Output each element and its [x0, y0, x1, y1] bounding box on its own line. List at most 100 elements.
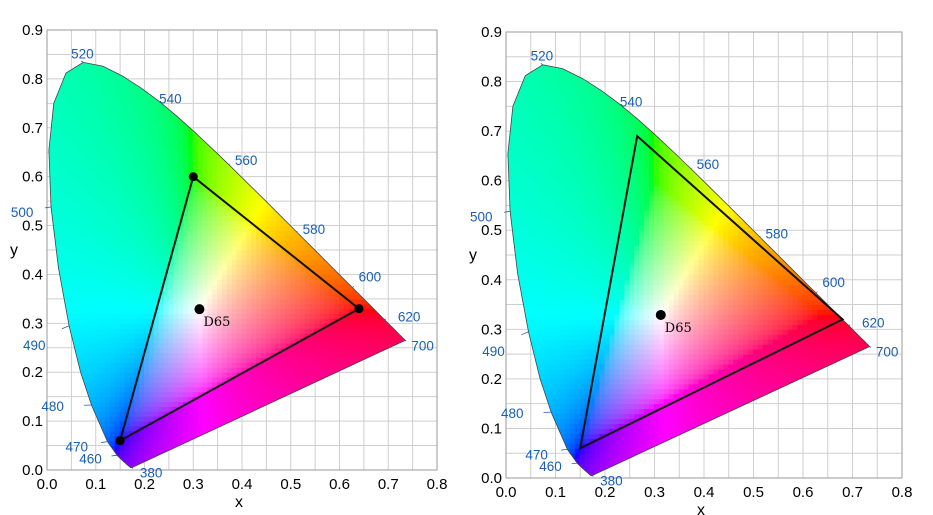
wavelength-label: 490 [23, 338, 46, 353]
wavelength-tick [540, 63, 543, 66]
wavelength-label: 480 [501, 406, 524, 421]
gamut-vertex-point [188, 172, 198, 182]
wavelength-label: 600 [822, 275, 845, 290]
wavelength-label: 460 [539, 459, 562, 474]
wavelength-label: 470 [65, 440, 88, 455]
y-tick-label: 0.2 [22, 364, 43, 381]
x-tick-label: 0.8 [427, 476, 448, 493]
x-axis-label: x [235, 494, 243, 511]
x-tick-label: 0.0 [37, 476, 58, 493]
y-tick-label: 0.9 [22, 22, 43, 39]
wavelength-label: 520 [71, 46, 94, 61]
x-tick-label: 0.5 [280, 476, 301, 493]
wavelength-tick [503, 210, 511, 213]
wavelength-tick [352, 285, 354, 288]
x-tick-label: 0.6 [793, 484, 814, 501]
x-axis-label: x [697, 502, 705, 515]
wavelength-label: 560 [697, 157, 720, 172]
wavelength-label: 620 [398, 309, 421, 324]
x-tick-label: 0.6 [329, 476, 350, 493]
white-point-marker [655, 309, 666, 320]
white-point-label: D65 [665, 321, 692, 336]
wavelength-label: 540 [620, 94, 643, 109]
wavelength-label: 470 [525, 447, 548, 462]
wavelength-tick [561, 448, 568, 451]
y-tick-label: 0.1 [22, 413, 43, 430]
gamut-triangle [118, 174, 361, 443]
y-tick-label: 0.8 [22, 71, 43, 88]
x-tick-label: 0.1 [545, 484, 566, 501]
wavelength-tick [111, 454, 118, 457]
plot-frame [505, 31, 903, 479]
plot-frame [46, 29, 438, 471]
wavelength-tick [690, 167, 692, 170]
y-axis-label: y [469, 247, 477, 264]
x-tick-label: 0.7 [842, 484, 863, 501]
chromaticity-fill [48, 62, 406, 468]
x-tick-label: 0.1 [85, 476, 106, 493]
wavelength-tick [101, 441, 108, 443]
y-tick-label: 0.0 [481, 470, 502, 487]
wavelength-label: 500 [11, 205, 34, 220]
y-tick-label: 0.3 [481, 321, 502, 338]
x-tick-label: 0.4 [232, 476, 253, 493]
wavelength-label: 620 [862, 315, 885, 330]
wavelength-label: 560 [235, 153, 258, 168]
wavelength-label: 500 [470, 209, 493, 224]
white-point-marker [194, 304, 205, 315]
y-tick-label: 0.4 [22, 266, 43, 283]
gamut-vertex-point [354, 304, 364, 314]
wavelength-tick [405, 340, 407, 342]
wavelength-label: 380 [600, 474, 623, 489]
y-tick-label: 0.0 [22, 462, 43, 479]
x-tick-label: 0.2 [134, 476, 155, 493]
x-tick-label: 0.7 [378, 476, 399, 493]
wavelength-tick [591, 475, 594, 477]
y-tick-label: 0.7 [22, 120, 43, 137]
y-tick-label: 0.1 [481, 420, 502, 437]
wavelength-tick [81, 60, 84, 63]
x-tick-label: 0.0 [496, 484, 517, 501]
wavelength-label: 580 [765, 227, 788, 242]
wavelength-label: 580 [303, 222, 326, 237]
gamut-vertex-point [115, 436, 125, 446]
wavelength-label: 700 [876, 345, 899, 360]
wavelength-label: 380 [140, 466, 163, 481]
x-tick-label: 0.3 [644, 484, 665, 501]
x-tick-label: 0.4 [694, 484, 715, 501]
wavelength-label: 520 [531, 49, 554, 64]
wavelength-tick [61, 325, 70, 330]
x-tick-label: 0.3 [183, 476, 204, 493]
wavelength-tick [521, 331, 529, 336]
wavelength-tick [228, 164, 230, 166]
y-tick-label: 0.7 [481, 123, 502, 140]
white-point-label: D65 [203, 315, 230, 330]
wavelength-label: 540 [159, 91, 182, 106]
wavelength-tick [816, 291, 818, 294]
wavelength-label: 700 [411, 338, 434, 353]
y-tick-label: 0.3 [22, 315, 43, 332]
wavelength-tick [131, 467, 134, 469]
x-tick-label: 0.8 [892, 484, 913, 501]
y-tick-label: 0.5 [22, 218, 43, 235]
y-tick-label: 0.2 [481, 371, 502, 388]
x-tick-label: 0.5 [743, 484, 764, 501]
y-axis-label: y [10, 242, 18, 259]
wavelength-tick [44, 206, 51, 209]
y-tick-label: 0.4 [481, 272, 502, 289]
wavelength-label: 460 [79, 451, 102, 466]
wavelength-tick [571, 462, 578, 465]
wavelength-label: 490 [482, 344, 505, 359]
y-tick-label: 0.5 [481, 222, 502, 239]
y-tick-label: 0.6 [22, 169, 43, 186]
wavelength-tick [869, 346, 872, 348]
y-tick-label: 0.8 [481, 74, 502, 91]
wavelength-label: 480 [41, 399, 64, 414]
y-tick-label: 0.9 [481, 24, 502, 41]
spectral-locus [48, 61, 407, 469]
x-tick-label: 0.2 [595, 484, 616, 501]
chromaticity-fill [507, 64, 870, 476]
wavelength-label: 600 [359, 270, 382, 285]
